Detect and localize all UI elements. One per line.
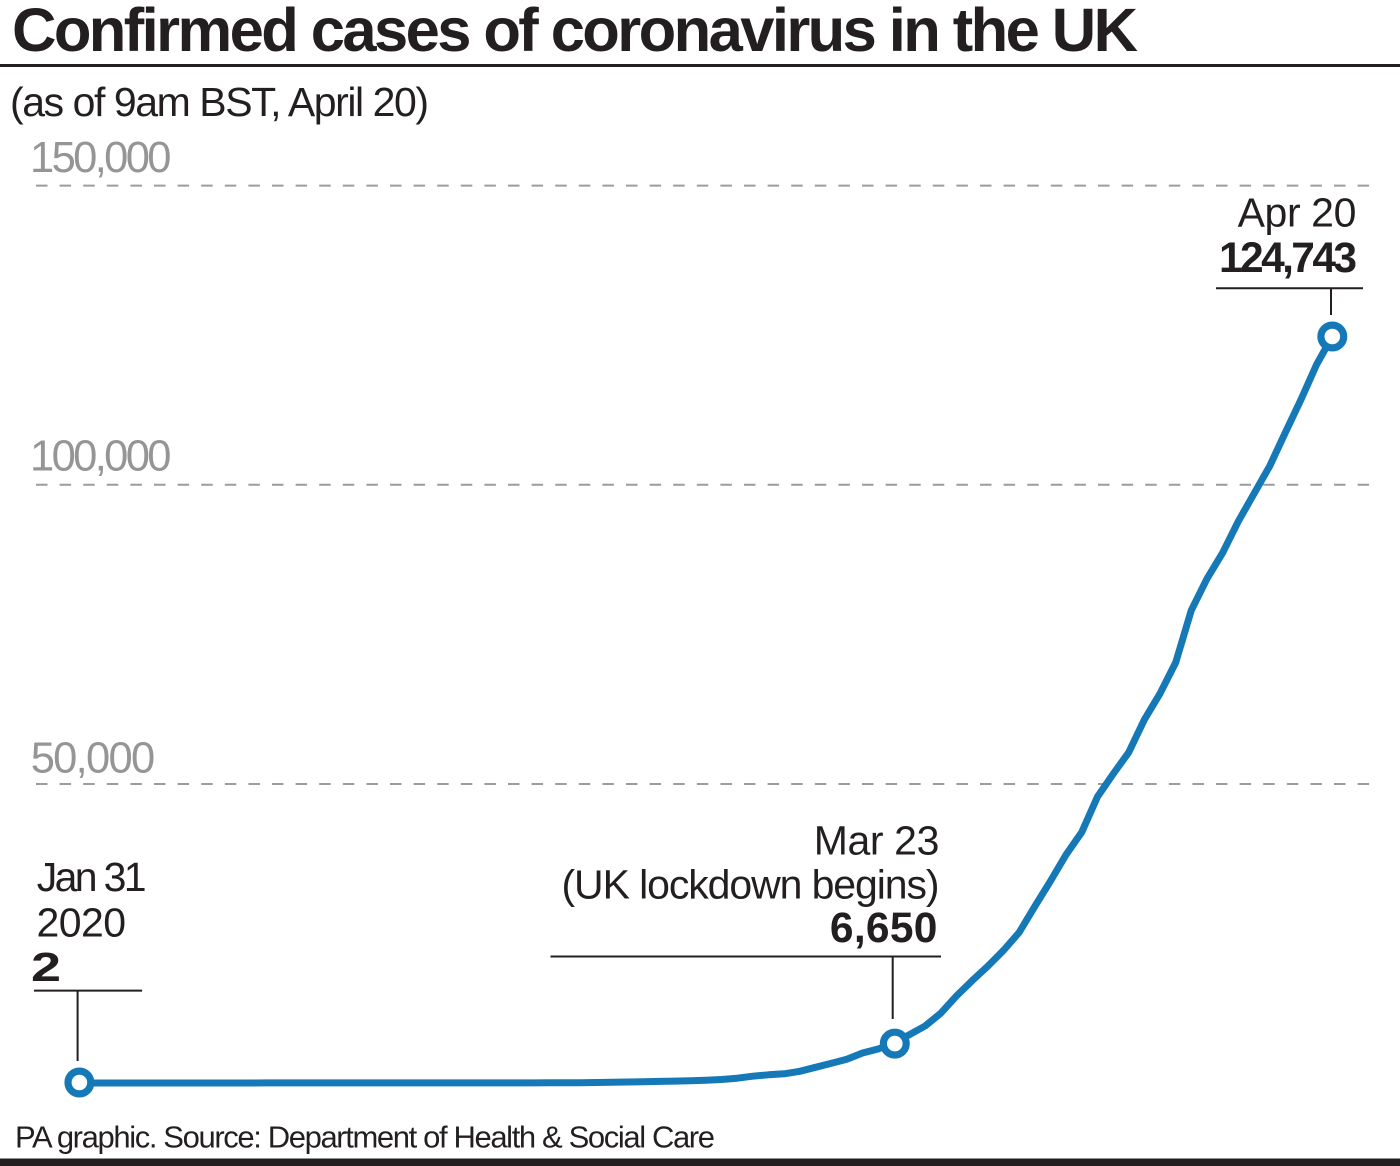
svg-text:150,000: 150,000 — [30, 134, 172, 182]
svg-text:(UK lockdown begins): (UK lockdown begins) — [562, 862, 940, 908]
svg-text:2020: 2020 — [37, 900, 127, 946]
svg-text:6,650: 6,650 — [830, 905, 938, 952]
svg-text:100,000: 100,000 — [30, 433, 172, 481]
svg-text:Confirmed cases of coronavirus: Confirmed cases of coronavirus in the UK — [12, 0, 1138, 65]
svg-text:50,000: 50,000 — [31, 734, 156, 782]
svg-text:Jan 31: Jan 31 — [37, 854, 147, 900]
svg-text:(as of 9am BST, April 20): (as of 9am BST, April 20) — [10, 79, 429, 125]
svg-text:Mar 23: Mar 23 — [814, 818, 939, 864]
svg-text:2: 2 — [31, 944, 61, 990]
svg-text:PA graphic. Source: Department: PA graphic. Source: Department of Health… — [15, 1120, 715, 1155]
svg-text:124,743: 124,743 — [1219, 235, 1357, 282]
svg-text:Apr 20: Apr 20 — [1238, 189, 1356, 235]
